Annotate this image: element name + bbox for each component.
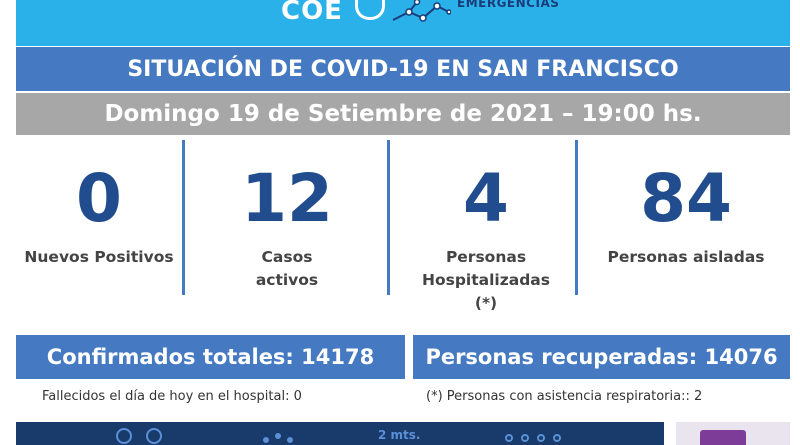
stat-label-line: activos	[255, 271, 319, 289]
top-banner: COE EMERGENCIAS	[16, 0, 790, 46]
recovered-total: Personas recuperadas: 14076	[425, 345, 778, 369]
people-icon	[116, 428, 162, 444]
confirmed-total-box: Confirmados totales: 14178	[16, 335, 405, 379]
stat-divider	[575, 140, 578, 295]
stat-hospitalized: 4 Personas Hospitalizadas (*)	[396, 140, 576, 315]
page-title: SITUACIÓN DE COVID-19 EN SAN FRANCISCO	[127, 56, 679, 82]
logo-mark: COE	[281, 0, 343, 26]
stat-label: Nuevos Positivos	[16, 246, 182, 269]
stat-value: 4	[463, 160, 509, 237]
stat-label-line: Hospitalizadas	[421, 271, 550, 289]
stat-label-line: Personas	[445, 248, 527, 266]
respiratory-note: (*) Personas con asistencia respiratoria…	[426, 389, 703, 404]
droplets-icon	[263, 433, 293, 443]
stat-label-line: Casos	[261, 248, 313, 266]
confirmed-total: Confirmados totales: 14178	[46, 345, 375, 369]
network-icon	[392, 0, 451, 22]
stat-label: Personas Hospitalizadas (*)	[396, 246, 576, 315]
logo-subtitle: EMERGENCIAS	[457, 0, 560, 10]
sponsor-logo	[676, 422, 790, 445]
recovered-total-box: Personas recuperadas: 14076	[413, 335, 790, 379]
bottom-strip: 2 mts.	[16, 422, 664, 445]
stat-divider	[387, 140, 390, 295]
date-bar: Domingo 19 de Setiembre de 2021 – 19:00 …	[16, 93, 790, 135]
stats-panel: 0 Nuevos Positivos 12 Casos activos 4 Pe…	[16, 140, 790, 325]
title-bar: SITUACIÓN DE COVID-19 EN SAN FRANCISCO	[16, 47, 790, 91]
distance-label: 2 mts.	[378, 428, 421, 442]
sponsor-mark	[700, 430, 746, 445]
stat-label-line: Personas aisladas	[607, 248, 765, 266]
stat-label: Personas aisladas	[582, 246, 790, 269]
stat-value: 12	[241, 160, 333, 237]
stat-label-line: Nuevos Positivos	[24, 248, 174, 266]
stat-active-cases: 12 Casos activos	[188, 140, 386, 292]
plus-icon	[355, 0, 385, 20]
report-date: Domingo 19 de Setiembre de 2021 – 19:00 …	[104, 101, 702, 127]
stat-label: Casos activos	[188, 246, 386, 292]
coe-logo: COE EMERGENCIAS	[271, 0, 601, 36]
stat-isolated: 84 Personas aisladas	[582, 140, 790, 269]
deaths-note: Fallecidos el día de hoy en el hospital:…	[42, 389, 302, 404]
stat-value: 84	[640, 160, 732, 237]
stat-divider	[182, 140, 185, 295]
stat-label-line: (*)	[474, 294, 498, 312]
stat-new-positives: 0 Nuevos Positivos	[16, 140, 182, 269]
dots-icon	[505, 434, 561, 442]
stat-value: 0	[76, 160, 122, 237]
